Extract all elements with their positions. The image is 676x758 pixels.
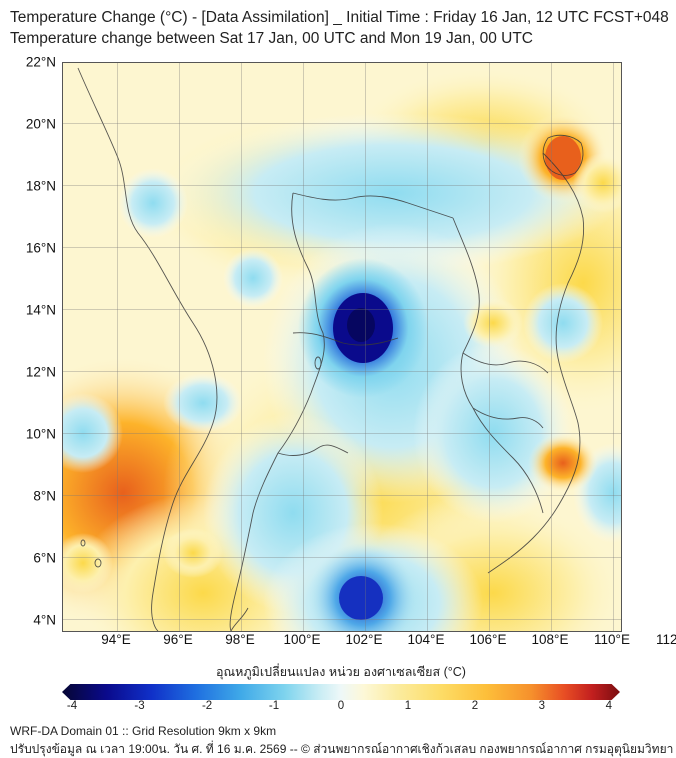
footer-line1: WRF-DA Domain 01 :: Grid Resolution 9km … xyxy=(10,722,673,740)
cb-tick-0: 0 xyxy=(338,700,344,712)
footer-block: WRF-DA Domain 01 :: Grid Resolution 9km … xyxy=(10,722,673,758)
cb-tick--2: -2 xyxy=(202,700,212,712)
ytick-4: 4°N xyxy=(0,613,56,628)
ytick-20: 20°N xyxy=(0,117,56,132)
ytick-6: 6°N xyxy=(0,551,56,566)
ytick-14: 14°N xyxy=(0,303,56,318)
temperature-field xyxy=(63,63,621,631)
xtick-106: 106°E xyxy=(466,632,510,647)
cb-tick-1: 1 xyxy=(405,700,411,712)
ytick-12: 12°N xyxy=(0,365,56,380)
ytick-10: 10°N xyxy=(0,427,56,442)
cb-tick--1: -1 xyxy=(269,700,279,712)
xtick-104: 104°E xyxy=(404,632,448,647)
cb-tick-3: 3 xyxy=(539,700,545,712)
title-block: Temperature Change (°C) - [Data Assimila… xyxy=(10,8,669,50)
ytick-16: 16°N xyxy=(0,241,56,256)
title-line2: Temperature change between Sat 17 Jan, 0… xyxy=(10,29,669,50)
xtick-108: 108°E xyxy=(528,632,572,647)
xtick-102: 102°E xyxy=(342,632,386,647)
colorbar-title: อุณหภูมิเปลี่ยนแปลง หน่วย องศาเซลเซียส (… xyxy=(62,662,620,682)
colorbar-gradient xyxy=(62,684,620,700)
ytick-8: 8°N xyxy=(0,489,56,504)
colorbar[interactable]: อุณหภูมิเปลี่ยนแปลง หน่วย องศาเซลเซียส (… xyxy=(62,662,620,714)
colorbar-ticks: -4 -3 -2 -1 0 1 2 3 4 xyxy=(62,700,620,714)
ytick-18: 18°N xyxy=(0,179,56,194)
xtick-110: 110°E xyxy=(590,632,634,647)
ytick-22: 22°N xyxy=(0,55,56,70)
map-panel[interactable] xyxy=(62,62,622,632)
xtick-100: 100°E xyxy=(280,632,324,647)
xtick-94: 94°E xyxy=(94,632,138,647)
xtick-96: 96°E xyxy=(156,632,200,647)
cb-tick-4: 4 xyxy=(606,700,612,712)
cb-tick--4: -4 xyxy=(67,700,77,712)
cb-tick-2: 2 xyxy=(472,700,478,712)
cb-tick--3: -3 xyxy=(134,700,144,712)
title-line1: Temperature Change (°C) - [Data Assimila… xyxy=(10,8,669,29)
xtick-112: 112°E xyxy=(652,632,676,647)
footer-line2: ปรับปรุงข้อมูล ณ เวลา 19:00น. วัน ศ. ที่… xyxy=(10,740,673,758)
xtick-98: 98°E xyxy=(218,632,262,647)
weather-map-page: Temperature Change (°C) - [Data Assimila… xyxy=(0,0,676,756)
